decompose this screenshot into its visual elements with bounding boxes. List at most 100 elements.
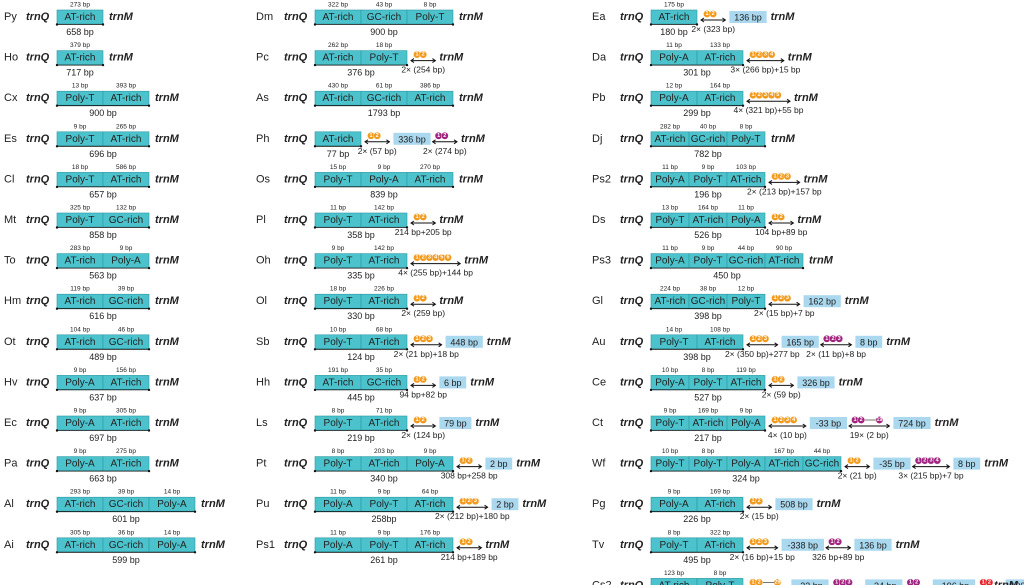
- length-tick: [649, 266, 653, 270]
- arrow-right: [790, 220, 795, 226]
- segment-bp: 164 bp: [698, 205, 718, 212]
- flank-left: trnQ: [26, 336, 50, 348]
- spacer-box: [803, 295, 841, 308]
- arrow-left: [768, 423, 773, 429]
- flank-left: trnQ: [26, 52, 50, 64]
- arrow-right: [796, 179, 801, 185]
- spacer-label: 165 bp: [786, 337, 814, 347]
- flank-right: trnM: [155, 255, 180, 267]
- species-row-da: Da trnQ Poly-A 11 bp AT-rich 133 bp 1 2 3 4 3× (26…: [592, 42, 812, 78]
- segment-box: [360, 334, 408, 350]
- repeat-number: 1: [415, 336, 418, 342]
- segment-box: [406, 9, 454, 25]
- repeat-number: 1: [917, 458, 920, 464]
- segment-bp: 10 bp: [662, 448, 679, 455]
- spacer-label: 6 bp: [444, 378, 462, 388]
- species-row-ps3: Ps3 trnQ Poly-A 11 bp Poly-T 9 bp GC-rich 44 bp…: [592, 245, 834, 281]
- segment-box: [406, 537, 454, 553]
- spacer-label: 136 bp: [734, 13, 762, 23]
- segment-label: Poly-T: [656, 215, 685, 226]
- repeat-number: 3: [428, 255, 431, 261]
- length-tick: [55, 510, 59, 513]
- segment-label: Poly-A: [731, 418, 761, 429]
- repeat-caption: 2× (57 bp): [358, 146, 397, 156]
- arrow-right: [774, 342, 779, 348]
- total-length: 563 bp: [89, 271, 117, 281]
- total-length: 124 bp: [347, 352, 375, 362]
- segment-box: [696, 578, 744, 585]
- repeat-unit: [985, 578, 994, 585]
- segment-label: AT-rich: [705, 337, 736, 348]
- species-row-pu: Pu trnQ Poly-A 11 bp Poly-T 9 bp AT-rich 64 bp 1…: [256, 489, 547, 525]
- length-tick: [55, 226, 59, 229]
- segment-box: [406, 496, 454, 512]
- repeat-number: 1: [751, 498, 754, 504]
- length-tick: [147, 226, 151, 229]
- repeat-unit: [465, 538, 474, 546]
- species-row-dj: Dj trnQ AT-rich 282 bp GC-rich 40 bp Poly-T 8 b…: [592, 123, 796, 159]
- segment-label: GC-rich: [367, 377, 401, 388]
- repeat-unit: [774, 91, 782, 99]
- segment-bp: 305 bp: [70, 529, 90, 536]
- segment-label: Poly-A: [659, 93, 689, 104]
- segment-label: Poly-A: [655, 377, 685, 388]
- species-row-ps1: Ps1 trnQ Poly-A 11 bp Poly-T 9 bp AT-rich 176 b…: [256, 529, 510, 565]
- repeat-caption: 308 bp+258 bp: [441, 471, 498, 481]
- segment-label: AT-rich: [415, 499, 446, 510]
- species-row-cx: Cx trnQ Poly-T 13 bp AT-rich 393 bp trnM 900 bp: [4, 83, 180, 119]
- species-name: Pb: [592, 92, 605, 104]
- flank-left: trnQ: [620, 498, 644, 510]
- repeat-unit: [789, 416, 798, 424]
- flank-left: trnQ: [620, 214, 644, 226]
- segment-label: AT-rich: [369, 296, 400, 307]
- repeat-unit: [835, 334, 844, 343]
- flank-right: trnM: [439, 52, 464, 64]
- length-tick: [763, 185, 767, 189]
- species-name: Ce: [592, 376, 606, 388]
- flank-right: trnM: [475, 417, 500, 429]
- segment-label: AT-rich: [693, 418, 724, 429]
- flank-right: trnM: [771, 133, 796, 145]
- species-row-hm: Hm trnQ AT-rich 119 bp GC-rich 39 bp trnM 616 b…: [4, 286, 180, 322]
- arrow-left: [410, 301, 415, 307]
- segment-label: Poly-T: [660, 337, 689, 348]
- segment-bp: 123 bp: [664, 570, 684, 577]
- length-tick: [55, 388, 59, 392]
- length-tick: [55, 429, 59, 432]
- segment-label: AT-rich: [769, 459, 800, 470]
- repeat-number: 19: [876, 417, 882, 423]
- repeat-unit: [440, 131, 449, 140]
- segment-label: Poly-A: [111, 256, 141, 267]
- repeat-number: 1: [461, 498, 464, 504]
- flank-left: trnQ: [620, 255, 644, 267]
- segment-box: [726, 131, 766, 147]
- repeat-number: 2: [780, 376, 783, 382]
- flank-left: trnQ: [284, 498, 308, 510]
- species-row-os: Os trnQ Poly-T 15 bp Poly-A 9 bp AT-rich 270 bp…: [256, 164, 484, 200]
- spacer-box: [865, 579, 903, 585]
- spacer-box: [932, 579, 976, 585]
- length-tick: [359, 145, 363, 148]
- segment-box: [360, 50, 408, 65]
- repeat-number: 1: [415, 214, 418, 220]
- total-length: 616 bp: [89, 311, 117, 321]
- total-length: 258bp: [371, 514, 396, 524]
- arrow-right: [386, 139, 391, 145]
- flank-right: trnM: [470, 376, 495, 388]
- flank-right: trnM: [794, 92, 819, 104]
- total-length: 495 bp: [683, 555, 711, 565]
- segment-box: [696, 537, 744, 553]
- segment-box: [360, 253, 408, 268]
- species-row-pb: Pb trnQ Poly-A 12 bp AT-rich 164 bp 1 2 3 4 5 4× (3…: [592, 83, 819, 119]
- repeat-number: 1: [830, 539, 833, 545]
- length-tick: [147, 266, 151, 270]
- segment-bp: 133 bp: [710, 42, 730, 49]
- segment-bp: 15 bp: [330, 164, 347, 171]
- segment-box: [726, 172, 766, 187]
- length-tick: [313, 510, 317, 513]
- arrow-right: [722, 17, 727, 23]
- arrow-left: [746, 545, 751, 551]
- total-length: 527 bp: [694, 392, 722, 402]
- segment-bp: 14 bp: [164, 529, 181, 536]
- repeat-unit: [755, 578, 763, 585]
